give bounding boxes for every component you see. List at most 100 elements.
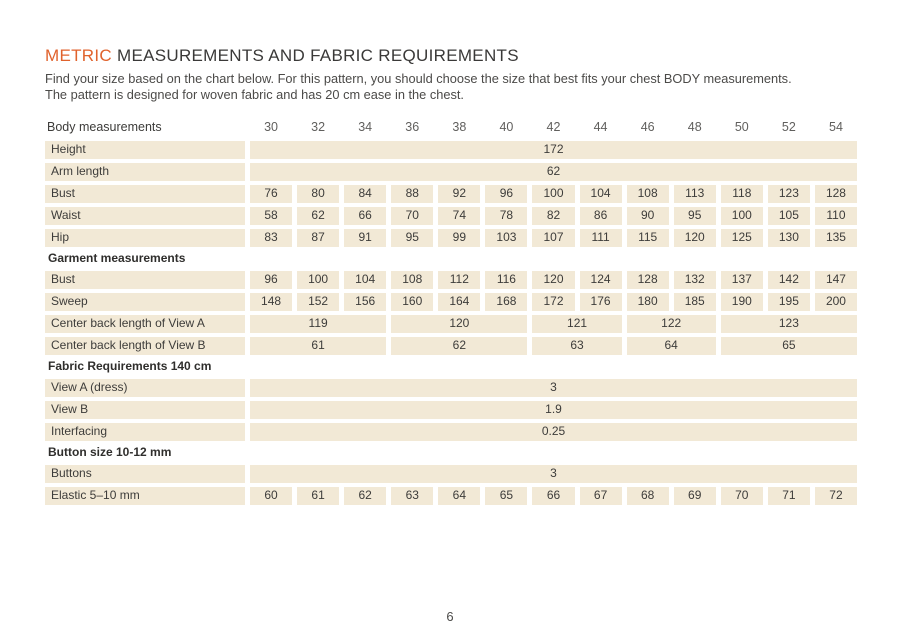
table-row: Arm length 62 bbox=[45, 163, 857, 181]
table-cell: 105 bbox=[767, 207, 810, 225]
table-cell: 70 bbox=[391, 207, 434, 225]
table-cell: 64 bbox=[438, 487, 481, 505]
section-header: Button size 10-12 mm bbox=[48, 445, 172, 459]
table-cell: 120 bbox=[391, 315, 528, 333]
table-row: Bust 96 100 104 108 112 116 120 124 128 132 137 142 1… bbox=[45, 271, 857, 289]
table-cell: 115 bbox=[626, 229, 669, 247]
table-cell: 185 bbox=[673, 293, 716, 311]
table-cell: 195 bbox=[767, 293, 810, 311]
table-cell: 60 bbox=[250, 487, 293, 505]
size-column-header: 52 bbox=[781, 119, 796, 134]
table-cell: 108 bbox=[391, 271, 434, 289]
row-label: Center back length of View A bbox=[45, 315, 245, 333]
table-cell: 61 bbox=[297, 487, 340, 505]
table-cell: 63 bbox=[391, 487, 434, 505]
table-cell: 103 bbox=[485, 229, 528, 247]
table-cell: 84 bbox=[344, 185, 387, 203]
table-cell: 172 bbox=[532, 293, 575, 311]
table-cell: 90 bbox=[626, 207, 669, 225]
table-cell: 120 bbox=[532, 271, 575, 289]
table-cell: 91 bbox=[344, 229, 387, 247]
table-cell: 147 bbox=[814, 271, 857, 289]
size-column-header: 38 bbox=[452, 119, 467, 134]
row-label: View A (dress) bbox=[45, 379, 245, 397]
size-column-header: 50 bbox=[734, 119, 749, 134]
intro-line-2: The pattern is designed for woven fabric… bbox=[45, 87, 464, 102]
table-cell: 119 bbox=[250, 315, 387, 333]
size-column-header: 36 bbox=[405, 119, 420, 134]
table-cell: 99 bbox=[438, 229, 481, 247]
table-cell: 116 bbox=[485, 271, 528, 289]
table-row: Interfacing 0.25 bbox=[45, 423, 857, 441]
row-label: View B bbox=[45, 401, 245, 419]
table-cell: 168 bbox=[485, 293, 528, 311]
table-cell: 130 bbox=[767, 229, 810, 247]
table-cell: 87 bbox=[297, 229, 340, 247]
size-column-header: 48 bbox=[687, 119, 702, 134]
table-cell: 96 bbox=[250, 271, 293, 289]
size-column-header: 44 bbox=[593, 119, 608, 134]
table-cell: 95 bbox=[391, 229, 434, 247]
table-row: Bust 76 80 84 88 92 96 100 104 108 113 118 123 128 bbox=[45, 185, 857, 203]
table-cell: 125 bbox=[720, 229, 763, 247]
row-label: Hip bbox=[45, 229, 245, 247]
table-cell: 3 bbox=[250, 465, 857, 483]
table-cell: 121 bbox=[532, 315, 622, 333]
row-label: Center back length of View B bbox=[45, 337, 245, 355]
table-cell: 71 bbox=[767, 487, 810, 505]
table-cell: 64 bbox=[626, 337, 716, 355]
table-cell: 62 bbox=[250, 163, 857, 181]
table-cell: 92 bbox=[438, 185, 481, 203]
table-cell: 58 bbox=[250, 207, 293, 225]
table-cell: 112 bbox=[438, 271, 481, 289]
table-header-row: Body measurements 30 32 34 36 38 40 42 44 46 48 50… bbox=[45, 119, 857, 134]
page-title-rest: MEASUREMENTS AND FABRIC REQUIREMENTS bbox=[111, 46, 519, 65]
row-label: Sweep bbox=[45, 293, 245, 311]
table-cell: 68 bbox=[626, 487, 669, 505]
table-cell: 164 bbox=[438, 293, 481, 311]
table-row: Waist 58 62 66 70 74 78 82 86 90 95 100 105 110 bbox=[45, 207, 857, 225]
table-cell: 123 bbox=[720, 315, 857, 333]
table-cell: 152 bbox=[297, 293, 340, 311]
table-cell: 62 bbox=[344, 487, 387, 505]
table-cell: 107 bbox=[532, 229, 575, 247]
table-cell: 118 bbox=[720, 185, 763, 203]
table-row: Center back length of View B 61 62 63 64 65 bbox=[45, 337, 857, 355]
table-row: Center back length of View A 119 120 121 122… bbox=[45, 315, 857, 333]
table-cell: 100 bbox=[297, 271, 340, 289]
table-cell: 62 bbox=[297, 207, 340, 225]
table-cell: 123 bbox=[767, 185, 810, 203]
row-label: Bust bbox=[45, 271, 245, 289]
table-row: Sweep 148 152 156 160 164 168 172 176 180 185 190 19… bbox=[45, 293, 857, 311]
table-cell: 190 bbox=[720, 293, 763, 311]
table-cell: 78 bbox=[485, 207, 528, 225]
table-cell: 72 bbox=[814, 487, 857, 505]
table-cell: 142 bbox=[767, 271, 810, 289]
row-label: Arm length bbox=[45, 163, 245, 181]
table-cell: 83 bbox=[250, 229, 293, 247]
table-row: View A (dress) 3 bbox=[45, 379, 857, 397]
table-cell: 132 bbox=[673, 271, 716, 289]
row-label: Interfacing bbox=[45, 423, 245, 441]
measurement-table: Body measurements 30 32 34 36 38 40 42 44 46 48 50… bbox=[45, 119, 857, 505]
table-cell: 113 bbox=[673, 185, 716, 203]
table-cell: 200 bbox=[814, 293, 857, 311]
table-cell: 3 bbox=[250, 379, 857, 397]
size-column-header: 32 bbox=[311, 119, 326, 134]
table-row: View B 1.9 bbox=[45, 401, 857, 419]
table-cell: 65 bbox=[720, 337, 857, 355]
table-cell: 0.25 bbox=[250, 423, 857, 441]
table-row: Buttons 3 bbox=[45, 465, 857, 483]
size-column-header: 54 bbox=[829, 119, 843, 134]
table-cell: 104 bbox=[344, 271, 387, 289]
table-cell: 108 bbox=[626, 185, 669, 203]
row-label: Bust bbox=[45, 185, 245, 203]
table-cell: 128 bbox=[626, 271, 669, 289]
table-cell: 172 bbox=[250, 141, 857, 159]
size-column-header: 46 bbox=[640, 119, 655, 134]
table-cell: 88 bbox=[391, 185, 434, 203]
table-cell: 96 bbox=[485, 185, 528, 203]
table-cell: 86 bbox=[579, 207, 622, 225]
table-cell: 120 bbox=[673, 229, 716, 247]
